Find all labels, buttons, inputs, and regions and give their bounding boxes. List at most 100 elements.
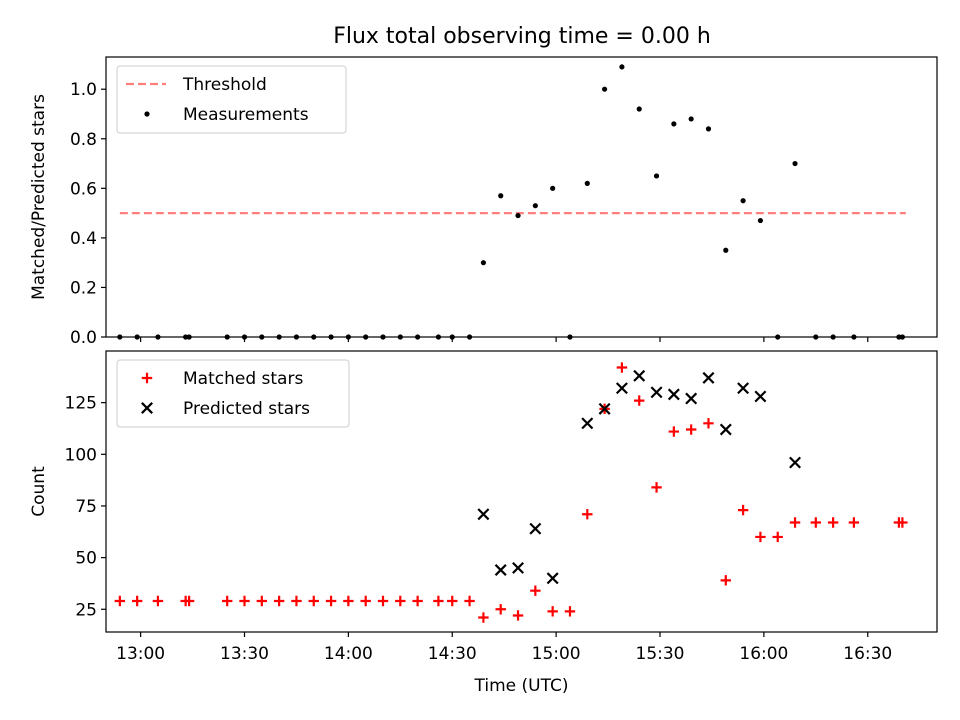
matched-point bbox=[495, 604, 506, 615]
y-axis-label: Matched/Predicted stars bbox=[29, 94, 49, 300]
measurements-point bbox=[584, 180, 590, 186]
measurements-point bbox=[259, 334, 265, 340]
plot-frame bbox=[105, 56, 938, 338]
matched-point bbox=[685, 424, 697, 435]
measurements-point bbox=[653, 173, 660, 179]
measurements-point bbox=[740, 198, 746, 204]
measurements-point bbox=[224, 334, 230, 340]
measurements-point bbox=[449, 334, 455, 340]
measurements-point bbox=[515, 212, 521, 219]
matched-point bbox=[616, 362, 628, 373]
legend: Matched stars Predicted stars bbox=[116, 359, 350, 428]
measurements-point bbox=[480, 260, 487, 266]
matched-point bbox=[239, 595, 250, 607]
predicted-point bbox=[494, 564, 507, 576]
matched-point bbox=[256, 595, 268, 607]
panel-1: 0.0 0.2 0.4 0.6 0.8 1.0 Matched/Predicted star… bbox=[29, 56, 938, 348]
predicted-point bbox=[650, 386, 663, 399]
predicted-point bbox=[529, 522, 542, 535]
matched-point bbox=[377, 595, 389, 607]
measurements-point bbox=[466, 334, 473, 340]
x-tick-label: 14:30 bbox=[428, 644, 477, 664]
predicted-point bbox=[546, 572, 559, 585]
matched-point bbox=[412, 595, 423, 607]
measurements-point bbox=[899, 334, 905, 340]
matched-point bbox=[564, 606, 576, 617]
measurements-point bbox=[117, 334, 123, 340]
matched-point bbox=[183, 595, 195, 607]
predicted-point bbox=[702, 371, 715, 384]
measurements-point bbox=[241, 334, 248, 340]
legend-swatch-predicted bbox=[141, 402, 153, 414]
matched-point bbox=[530, 585, 541, 596]
series-measurements bbox=[117, 64, 905, 340]
matched-point bbox=[810, 517, 822, 528]
measurements-point bbox=[415, 334, 421, 340]
matched-point bbox=[273, 595, 285, 607]
predicted-point bbox=[685, 392, 698, 405]
matched-point bbox=[827, 517, 839, 528]
measurements-point bbox=[567, 334, 573, 340]
measurements-point bbox=[276, 334, 282, 340]
y-axis-label: Count bbox=[29, 466, 49, 517]
matched-point bbox=[433, 595, 444, 607]
measurements-point bbox=[705, 126, 712, 132]
measurements-point bbox=[155, 334, 161, 340]
y-tick-label: 50 bbox=[75, 549, 97, 569]
series-matched bbox=[114, 362, 908, 623]
predicted-point bbox=[754, 390, 767, 403]
matched-point bbox=[360, 595, 371, 607]
y-tick-label: 0.0 bbox=[70, 328, 97, 348]
matched-point bbox=[755, 531, 766, 543]
measurements-point bbox=[723, 247, 729, 253]
measurements-point bbox=[435, 334, 441, 340]
measurements-point bbox=[688, 116, 694, 122]
matched-point bbox=[668, 426, 680, 437]
measurements-point bbox=[813, 334, 819, 340]
matched-point bbox=[478, 612, 489, 623]
legend-label: Threshold bbox=[182, 75, 267, 95]
measurements-point bbox=[671, 121, 677, 127]
predicted-point bbox=[633, 369, 646, 382]
measurements-point bbox=[532, 203, 538, 209]
legend-label: Matched stars bbox=[183, 369, 303, 389]
predicted-point bbox=[737, 382, 750, 395]
matched-point bbox=[789, 517, 801, 528]
panel-2: 13:00 13:30 14:00 14:30 15:00 15:30 16:00 16:30… bbox=[29, 350, 938, 696]
legend: Threshold Measurements bbox=[116, 65, 347, 134]
measurements-point bbox=[380, 334, 386, 340]
y-tick-label: 0.6 bbox=[70, 179, 97, 199]
y-tick-label: 100 bbox=[65, 445, 97, 465]
y-tick-label: 125 bbox=[65, 394, 97, 414]
measurements-point bbox=[619, 64, 625, 70]
measurements-point bbox=[775, 334, 781, 340]
matched-point bbox=[720, 575, 731, 586]
matched-point bbox=[308, 595, 319, 607]
measurements-point bbox=[602, 86, 608, 92]
matched-point bbox=[547, 606, 558, 617]
measurements-point bbox=[830, 334, 836, 340]
predicted-point bbox=[512, 561, 525, 574]
legend-label: Predicted stars bbox=[183, 399, 310, 419]
measurements-point bbox=[363, 334, 369, 340]
x-tick-label: 13:30 bbox=[220, 644, 269, 664]
measurements-point bbox=[186, 334, 192, 340]
measurements-point bbox=[311, 334, 317, 340]
predicted-point bbox=[477, 508, 490, 521]
measurements-point bbox=[293, 334, 300, 340]
measurements-point bbox=[792, 160, 798, 167]
matched-point bbox=[737, 504, 749, 516]
matched-point bbox=[152, 595, 164, 607]
x-tick-label: 15:30 bbox=[636, 644, 685, 664]
y-tick-label: 1.0 bbox=[70, 80, 97, 100]
predicted-point bbox=[581, 417, 594, 430]
y-tick-label: 0.2 bbox=[70, 278, 97, 298]
predicted-point bbox=[719, 423, 732, 436]
legend-swatch-measurements bbox=[144, 111, 150, 117]
x-tick-label: 16:30 bbox=[843, 644, 892, 664]
matched-point bbox=[772, 531, 783, 543]
predicted-point bbox=[667, 388, 680, 401]
measurements-point bbox=[636, 106, 642, 112]
matched-point bbox=[651, 482, 662, 493]
